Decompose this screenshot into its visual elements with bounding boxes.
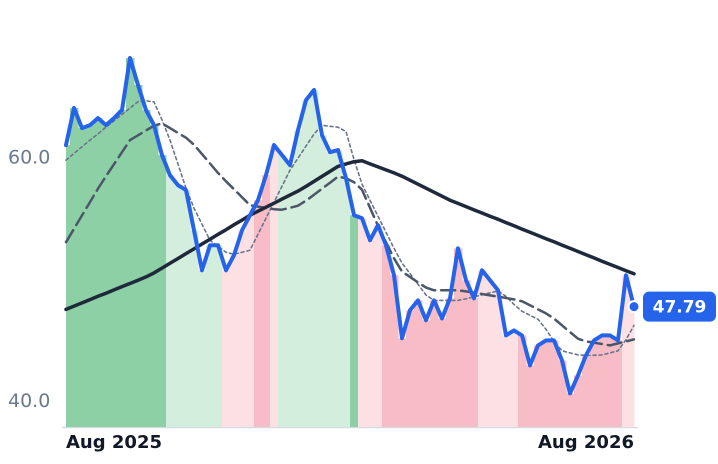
area-segment [494, 290, 503, 427]
area-segment [326, 152, 335, 427]
area-segment [78, 128, 87, 427]
area-segment [110, 118, 119, 427]
area-segment [310, 90, 319, 427]
area-segment [510, 330, 519, 427]
area-segment [574, 375, 583, 427]
area-segment [366, 240, 375, 427]
area-segment [350, 215, 359, 427]
area-segment [150, 125, 159, 428]
area-segment [374, 225, 383, 427]
last-point [627, 300, 641, 314]
area-segment [526, 365, 535, 427]
area-segment [286, 165, 295, 428]
area-segment [126, 58, 135, 428]
x-tick-label: Aug 2025 [66, 432, 162, 453]
area-segment [94, 118, 103, 427]
area-segment [206, 245, 215, 427]
area-segment [142, 110, 151, 427]
area-segment [430, 300, 439, 427]
area-segment [622, 275, 631, 427]
area-segment [630, 306, 635, 427]
area-segment [166, 175, 175, 427]
area-segment [334, 150, 343, 428]
series-line [64, 56, 636, 396]
area-segment [518, 335, 527, 427]
area-segment [102, 125, 111, 428]
area-segment [246, 215, 255, 427]
area-segment [190, 230, 199, 427]
area-segment [478, 270, 487, 427]
area-segment [598, 335, 607, 427]
series-line [65, 100, 635, 357]
area-segment [438, 318, 447, 427]
area-segment [358, 218, 367, 427]
area-segment [86, 125, 95, 428]
series-line [64, 159, 636, 312]
area-segment [118, 110, 127, 427]
area-segment [222, 270, 231, 427]
area-segment [542, 340, 551, 427]
last-value-label: 47.79 [653, 298, 707, 318]
area-segment [230, 255, 239, 427]
area-segment [302, 100, 311, 428]
area-segment [294, 130, 303, 427]
area-segment [558, 360, 567, 427]
area-segment [470, 298, 479, 427]
area-segment [158, 155, 167, 427]
y-tick-label: 60.0 [8, 147, 50, 169]
area-segment [414, 300, 423, 427]
area-segment [486, 280, 495, 427]
area-segment [406, 310, 415, 427]
area-segment [582, 355, 591, 427]
area-segment [446, 298, 455, 427]
area-segment [422, 320, 431, 427]
area-segment [454, 248, 463, 427]
last-value-badge [643, 291, 716, 322]
area-segment [182, 190, 191, 427]
area-segment [238, 230, 247, 427]
area-segment [382, 245, 391, 427]
area-shading [66, 58, 635, 428]
area-segment [66, 145, 71, 427]
area-segment [462, 280, 471, 427]
area-segment [534, 345, 543, 427]
area-segment [614, 340, 623, 427]
area-segment [278, 155, 287, 427]
area-segment [398, 338, 407, 427]
area-segment [590, 340, 599, 427]
area-segment [606, 335, 615, 427]
area-segment [174, 185, 183, 427]
y-tick-label: 40.0 [8, 390, 50, 412]
area-segment [566, 393, 575, 427]
area-segment [502, 335, 511, 427]
area-segment [318, 135, 327, 428]
x-tick-label: Aug 2026 [538, 432, 634, 453]
area-segment [342, 178, 351, 427]
area-segment [198, 270, 207, 427]
area-segment [390, 275, 399, 427]
area-segment [262, 175, 271, 427]
area-segment [270, 145, 279, 427]
area-segment [214, 245, 223, 427]
area-segment [134, 85, 143, 428]
area-segment [254, 200, 263, 427]
series-line [64, 122, 636, 347]
area-segment [550, 340, 559, 427]
area-segment [70, 108, 79, 428]
